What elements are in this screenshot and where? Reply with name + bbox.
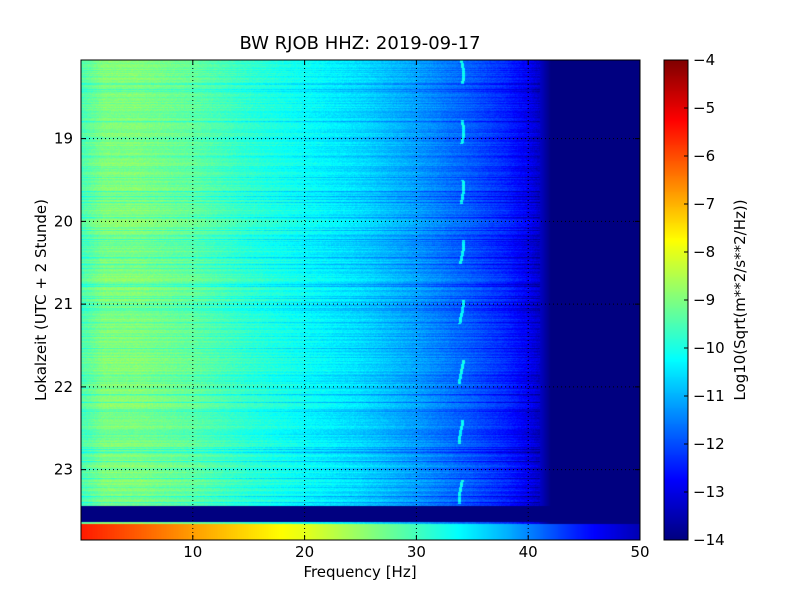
y-tick-label: 23 [54,461,73,479]
ticks: 10 20 30 40 50 19 20 21 22 23 −4 −5 −6 −7 −8 −9 −10 −11 −1… [54,51,725,561]
colorbar-tick-label: −7 [693,195,715,213]
colorbar-tick-label: −12 [693,435,725,453]
colorbar-tick-label: −11 [693,387,725,405]
colorbar-tick-label: −9 [693,291,715,309]
y-axis-label: Lokalzeit (UTC + 2 Stunde) [32,199,50,401]
x-tick-label: 40 [519,543,538,561]
colorbar-tick-label: −8 [693,243,715,261]
x-tick-label: 20 [295,543,314,561]
y-tick-label: 21 [54,295,73,313]
x-axis-label: Frequency [Hz] [303,563,416,581]
colorbar-tick-label: −5 [693,99,715,117]
colorbar-tick-label: −6 [693,147,715,165]
y-tick-label: 22 [54,378,73,396]
x-tick-label: 10 [183,543,202,561]
x-tick-label: 30 [407,543,426,561]
colorbar-tick-label: −13 [693,483,725,501]
spectrogram-heatmap [81,60,640,540]
plot-frame [80,59,641,541]
grid-lines [81,60,640,540]
colorbar-label: Log10(Sqrt(m**2/s**2/Hz)) [731,199,749,400]
colorbar-tick-label: −14 [693,531,725,549]
colorbar-tick-label: −4 [693,51,715,69]
chart-title: BW RJOB HHZ: 2019-09-17 [239,33,480,54]
y-tick-label: 20 [54,212,73,230]
colorbar-tick-label: −10 [693,339,725,357]
x-tick-label: 50 [630,543,649,561]
y-tick-label: 19 [54,130,73,148]
